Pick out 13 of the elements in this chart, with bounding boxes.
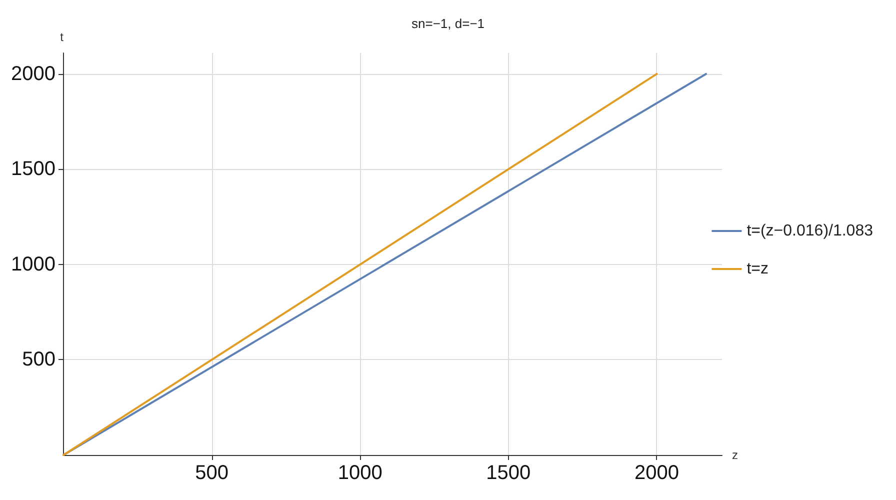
y-tick-label: 1500	[10, 158, 56, 180]
chart-title: sn=−1, d=−1	[411, 16, 485, 31]
legend-label: t=z	[746, 260, 768, 278]
x-tick-label: 500	[195, 462, 228, 484]
y-axis-title: t	[60, 30, 64, 44]
legend-label: t=(z−0.016)/1.083	[746, 222, 874, 240]
y-tick-label: 2000	[10, 62, 56, 85]
x-tick-label: 1000	[338, 462, 382, 484]
x-axis-title: z	[732, 448, 738, 462]
y-tick-label: 1000	[10, 253, 56, 276]
x-tick-label: 2000	[634, 462, 679, 484]
y-tick-label: 500	[22, 348, 56, 371]
x-tick-label: 1500	[486, 462, 531, 484]
